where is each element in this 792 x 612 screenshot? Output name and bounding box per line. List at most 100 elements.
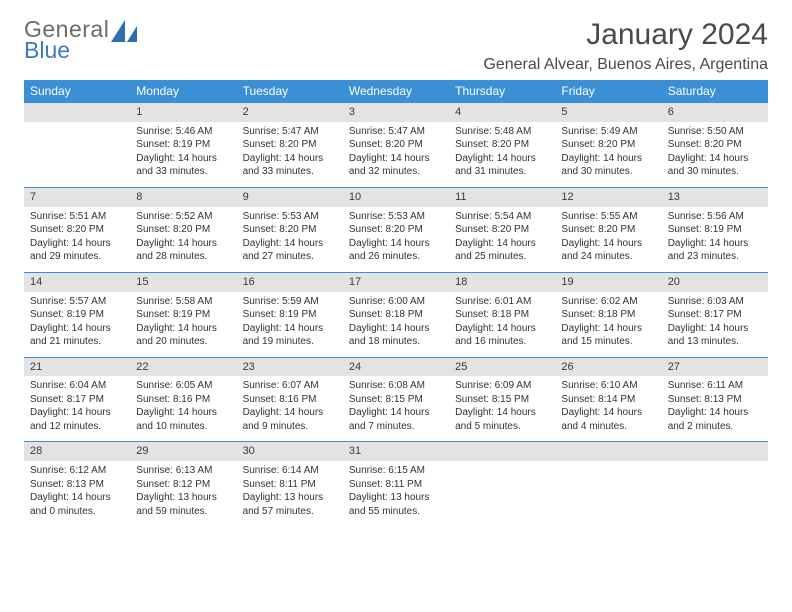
day-info: Sunrise: 5:55 AMSunset: 8:20 PMDaylight:… xyxy=(555,207,661,272)
sunrise-text: Sunrise: 5:47 AM xyxy=(349,125,443,139)
day-info: Sunrise: 5:46 AMSunset: 8:19 PMDaylight:… xyxy=(130,122,236,187)
daylight-text: Daylight: 14 hours and 7 minutes. xyxy=(349,406,443,433)
daylight-text: Daylight: 14 hours and 10 minutes. xyxy=(136,406,230,433)
day-number: 28 xyxy=(24,441,130,461)
sunset-text: Sunset: 8:11 PM xyxy=(349,478,443,492)
day-number: 9 xyxy=(237,187,343,207)
sunset-text: Sunset: 8:20 PM xyxy=(243,138,337,152)
day-number: 30 xyxy=(237,441,343,461)
day-info: Sunrise: 5:53 AMSunset: 8:20 PMDaylight:… xyxy=(237,207,343,272)
calendar-day: 31Sunrise: 6:15 AMSunset: 8:11 PMDayligh… xyxy=(343,441,449,526)
logo: General Blue xyxy=(24,18,141,62)
daylight-text: Daylight: 14 hours and 27 minutes. xyxy=(243,237,337,264)
day-info: Sunrise: 5:49 AMSunset: 8:20 PMDaylight:… xyxy=(555,122,661,187)
day-info: Sunrise: 5:59 AMSunset: 8:19 PMDaylight:… xyxy=(237,292,343,357)
sunrise-text: Sunrise: 6:09 AM xyxy=(455,379,549,393)
sunrise-text: Sunrise: 5:58 AM xyxy=(136,295,230,309)
sunrise-text: Sunrise: 6:08 AM xyxy=(349,379,443,393)
day-number: 19 xyxy=(555,272,661,292)
day-info: Sunrise: 6:11 AMSunset: 8:13 PMDaylight:… xyxy=(662,376,768,441)
sunrise-text: Sunrise: 5:59 AM xyxy=(243,295,337,309)
day-number: 25 xyxy=(449,357,555,377)
day-info: Sunrise: 6:08 AMSunset: 8:15 PMDaylight:… xyxy=(343,376,449,441)
sunrise-text: Sunrise: 6:05 AM xyxy=(136,379,230,393)
sunset-text: Sunset: 8:20 PM xyxy=(455,138,549,152)
day-number: 24 xyxy=(343,357,449,377)
logo-sail-icon xyxy=(111,20,141,49)
sunrise-text: Sunrise: 5:47 AM xyxy=(243,125,337,139)
day-number: 16 xyxy=(237,272,343,292)
daylight-text: Daylight: 14 hours and 2 minutes. xyxy=(668,406,762,433)
daylight-text: Daylight: 14 hours and 13 minutes. xyxy=(668,322,762,349)
sunset-text: Sunset: 8:20 PM xyxy=(136,223,230,237)
daylight-text: Daylight: 14 hours and 0 minutes. xyxy=(30,491,124,518)
daylight-text: Daylight: 14 hours and 9 minutes. xyxy=(243,406,337,433)
day-number: 17 xyxy=(343,272,449,292)
day-number: 26 xyxy=(555,357,661,377)
day-info: Sunrise: 5:48 AMSunset: 8:20 PMDaylight:… xyxy=(449,122,555,187)
day-number: 7 xyxy=(24,187,130,207)
calendar-day: 23Sunrise: 6:07 AMSunset: 8:16 PMDayligh… xyxy=(237,357,343,442)
daylight-text: Daylight: 14 hours and 33 minutes. xyxy=(243,152,337,179)
sunset-text: Sunset: 8:20 PM xyxy=(349,138,443,152)
daylight-text: Daylight: 14 hours and 24 minutes. xyxy=(561,237,655,264)
sunset-text: Sunset: 8:19 PM xyxy=(136,138,230,152)
daylight-text: Daylight: 14 hours and 19 minutes. xyxy=(243,322,337,349)
daylight-text: Daylight: 14 hours and 26 minutes. xyxy=(349,237,443,264)
day-info: Sunrise: 5:53 AMSunset: 8:20 PMDaylight:… xyxy=(343,207,449,272)
sunset-text: Sunset: 8:20 PM xyxy=(30,223,124,237)
sunset-text: Sunset: 8:18 PM xyxy=(561,308,655,322)
weekday-wed: Wednesday xyxy=(343,80,449,102)
calendar-day: 19Sunrise: 6:02 AMSunset: 8:18 PMDayligh… xyxy=(555,272,661,357)
sunrise-text: Sunrise: 6:10 AM xyxy=(561,379,655,393)
sunrise-text: Sunrise: 6:07 AM xyxy=(243,379,337,393)
sunset-text: Sunset: 8:18 PM xyxy=(349,308,443,322)
day-number: 13 xyxy=(662,187,768,207)
calendar-day xyxy=(662,441,768,526)
sunset-text: Sunset: 8:13 PM xyxy=(30,478,124,492)
day-number: 8 xyxy=(130,187,236,207)
sunset-text: Sunset: 8:17 PM xyxy=(30,393,124,407)
day-info: Sunrise: 5:57 AMSunset: 8:19 PMDaylight:… xyxy=(24,292,130,357)
daylight-text: Daylight: 14 hours and 25 minutes. xyxy=(455,237,549,264)
day-info: Sunrise: 6:02 AMSunset: 8:18 PMDaylight:… xyxy=(555,292,661,357)
sunset-text: Sunset: 8:15 PM xyxy=(455,393,549,407)
sunset-text: Sunset: 8:20 PM xyxy=(668,138,762,152)
day-info: Sunrise: 6:10 AMSunset: 8:14 PMDaylight:… xyxy=(555,376,661,441)
calendar-day: 9Sunrise: 5:53 AMSunset: 8:20 PMDaylight… xyxy=(237,187,343,272)
day-number: 6 xyxy=(662,102,768,122)
day-number: 27 xyxy=(662,357,768,377)
calendar-day: 8Sunrise: 5:52 AMSunset: 8:20 PMDaylight… xyxy=(130,187,236,272)
day-info: Sunrise: 6:04 AMSunset: 8:17 PMDaylight:… xyxy=(24,376,130,441)
sunrise-text: Sunrise: 5:49 AM xyxy=(561,125,655,139)
calendar-day: 28Sunrise: 6:12 AMSunset: 8:13 PMDayligh… xyxy=(24,441,130,526)
weekday-thu: Thursday xyxy=(449,80,555,102)
day-info: Sunrise: 6:09 AMSunset: 8:15 PMDaylight:… xyxy=(449,376,555,441)
sunrise-text: Sunrise: 5:48 AM xyxy=(455,125,549,139)
sunrise-text: Sunrise: 5:55 AM xyxy=(561,210,655,224)
sunrise-text: Sunrise: 6:11 AM xyxy=(668,379,762,393)
daylight-text: Daylight: 14 hours and 15 minutes. xyxy=(561,322,655,349)
daylight-text: Daylight: 14 hours and 5 minutes. xyxy=(455,406,549,433)
calendar-day: 2Sunrise: 5:47 AMSunset: 8:20 PMDaylight… xyxy=(237,102,343,187)
sunset-text: Sunset: 8:12 PM xyxy=(136,478,230,492)
weekday-sun: Sunday xyxy=(24,80,130,102)
title-block: January 2024 General Alvear, Buenos Aire… xyxy=(483,18,768,74)
daylight-text: Daylight: 14 hours and 21 minutes. xyxy=(30,322,124,349)
calendar-day: 1Sunrise: 5:46 AMSunset: 8:19 PMDaylight… xyxy=(130,102,236,187)
sunset-text: Sunset: 8:20 PM xyxy=(561,138,655,152)
calendar-day xyxy=(555,441,661,526)
daylight-text: Daylight: 14 hours and 28 minutes. xyxy=(136,237,230,264)
day-number: 22 xyxy=(130,357,236,377)
day-info: Sunrise: 6:07 AMSunset: 8:16 PMDaylight:… xyxy=(237,376,343,441)
calendar-day: 27Sunrise: 6:11 AMSunset: 8:13 PMDayligh… xyxy=(662,357,768,442)
calendar-day: 29Sunrise: 6:13 AMSunset: 8:12 PMDayligh… xyxy=(130,441,236,526)
calendar-day: 14Sunrise: 5:57 AMSunset: 8:19 PMDayligh… xyxy=(24,272,130,357)
sunrise-text: Sunrise: 6:04 AM xyxy=(30,379,124,393)
day-info: Sunrise: 5:58 AMSunset: 8:19 PMDaylight:… xyxy=(130,292,236,357)
day-number: 20 xyxy=(662,272,768,292)
sunset-text: Sunset: 8:19 PM xyxy=(136,308,230,322)
calendar-day xyxy=(449,441,555,526)
sunset-text: Sunset: 8:19 PM xyxy=(243,308,337,322)
daylight-text: Daylight: 14 hours and 30 minutes. xyxy=(561,152,655,179)
